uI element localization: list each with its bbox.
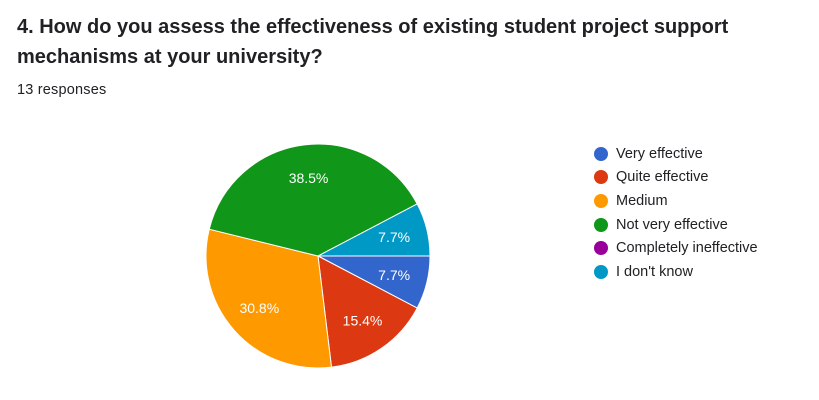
pie-label-i-don-t-know: 7.7% <box>378 229 410 245</box>
pie-label-quite-effective: 15.4% <box>343 313 383 329</box>
pie-label-very-effective: 7.7% <box>378 267 410 283</box>
legend-item-quite-effective[interactable]: Quite effective <box>594 166 758 190</box>
pie-slice-not-very-effective[interactable] <box>208 143 418 257</box>
pie-slice-quite-effective[interactable] <box>317 255 418 368</box>
legend-label: Not very effective <box>616 216 728 233</box>
legend-item-not-very-effective[interactable]: Not very effective <box>594 213 758 237</box>
legend-item-completely-ineffective[interactable]: Completely ineffective <box>594 236 758 260</box>
legend-swatch <box>594 146 608 161</box>
legend-label: Completely ineffective <box>616 240 758 257</box>
legend-label: Medium <box>616 192 668 209</box>
pie-labels: 7.7% 15.4% 30.8% 38.5% 7.7% <box>239 170 410 328</box>
chart-legend: Very effective Quite effective Medium Not v… <box>594 142 758 284</box>
legend-item-very-effective[interactable]: Very effective <box>594 142 758 166</box>
legend-label: I don't know <box>616 263 693 280</box>
pie-label-medium: 30.8% <box>239 300 279 316</box>
pie-slices <box>205 143 431 369</box>
pie-slice-i-don-t-know[interactable] <box>317 203 431 257</box>
legend-label: Very effective <box>616 145 703 162</box>
legend-item-i-don-t-know[interactable]: I don't know <box>594 260 758 284</box>
response-count: 13 responses <box>17 82 107 98</box>
legend-swatch <box>594 217 608 232</box>
legend-swatch <box>594 241 608 256</box>
legend-swatch <box>594 193 608 208</box>
pie-slice-medium[interactable] <box>205 228 333 369</box>
question-title: 4. How do you assess the effectiveness o… <box>17 16 729 68</box>
legend-swatch <box>594 264 608 279</box>
legend-label: Quite effective <box>616 169 709 186</box>
pie-label-not-very-effective: 38.5% <box>289 170 329 186</box>
legend-swatch <box>594 170 608 185</box>
legend-item-medium[interactable]: Medium <box>594 189 758 213</box>
